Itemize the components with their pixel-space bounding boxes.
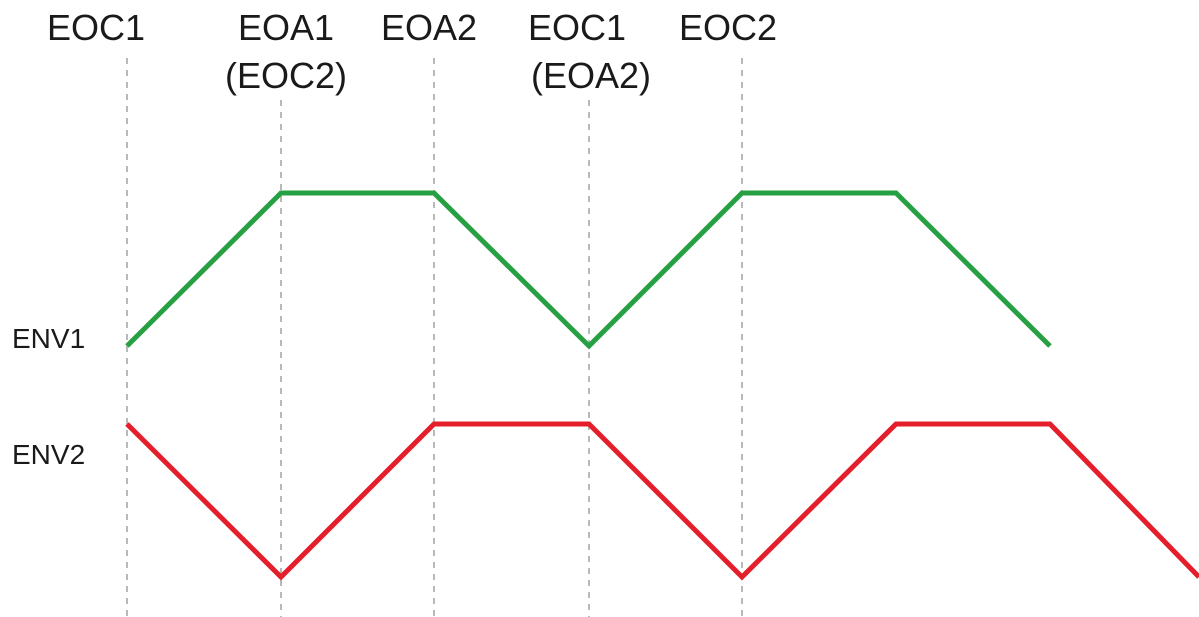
marker-label-1: EOC1	[47, 7, 145, 48]
guide-lines	[126, 58, 743, 617]
marker-sublabel-2: (EOC2)	[225, 55, 347, 96]
env1-label: ENV1	[12, 323, 85, 354]
marker-label-2: EOA1	[238, 7, 334, 48]
marker-sublabel-4: (EOA2)	[531, 55, 651, 96]
marker-label-4: EOC1	[528, 7, 626, 48]
marker-label-3: EOA2	[381, 7, 477, 48]
env2-label: ENV2	[12, 439, 85, 470]
env1-waveform	[125, 190, 1052, 350]
env2-waveform	[125, 421, 1199, 581]
marker-label-5: EOC2	[679, 7, 777, 48]
marker-labels: EOC1 EOA1 (EOC2) EOA2 EOC1 (EOA2) EOC2	[47, 7, 777, 96]
